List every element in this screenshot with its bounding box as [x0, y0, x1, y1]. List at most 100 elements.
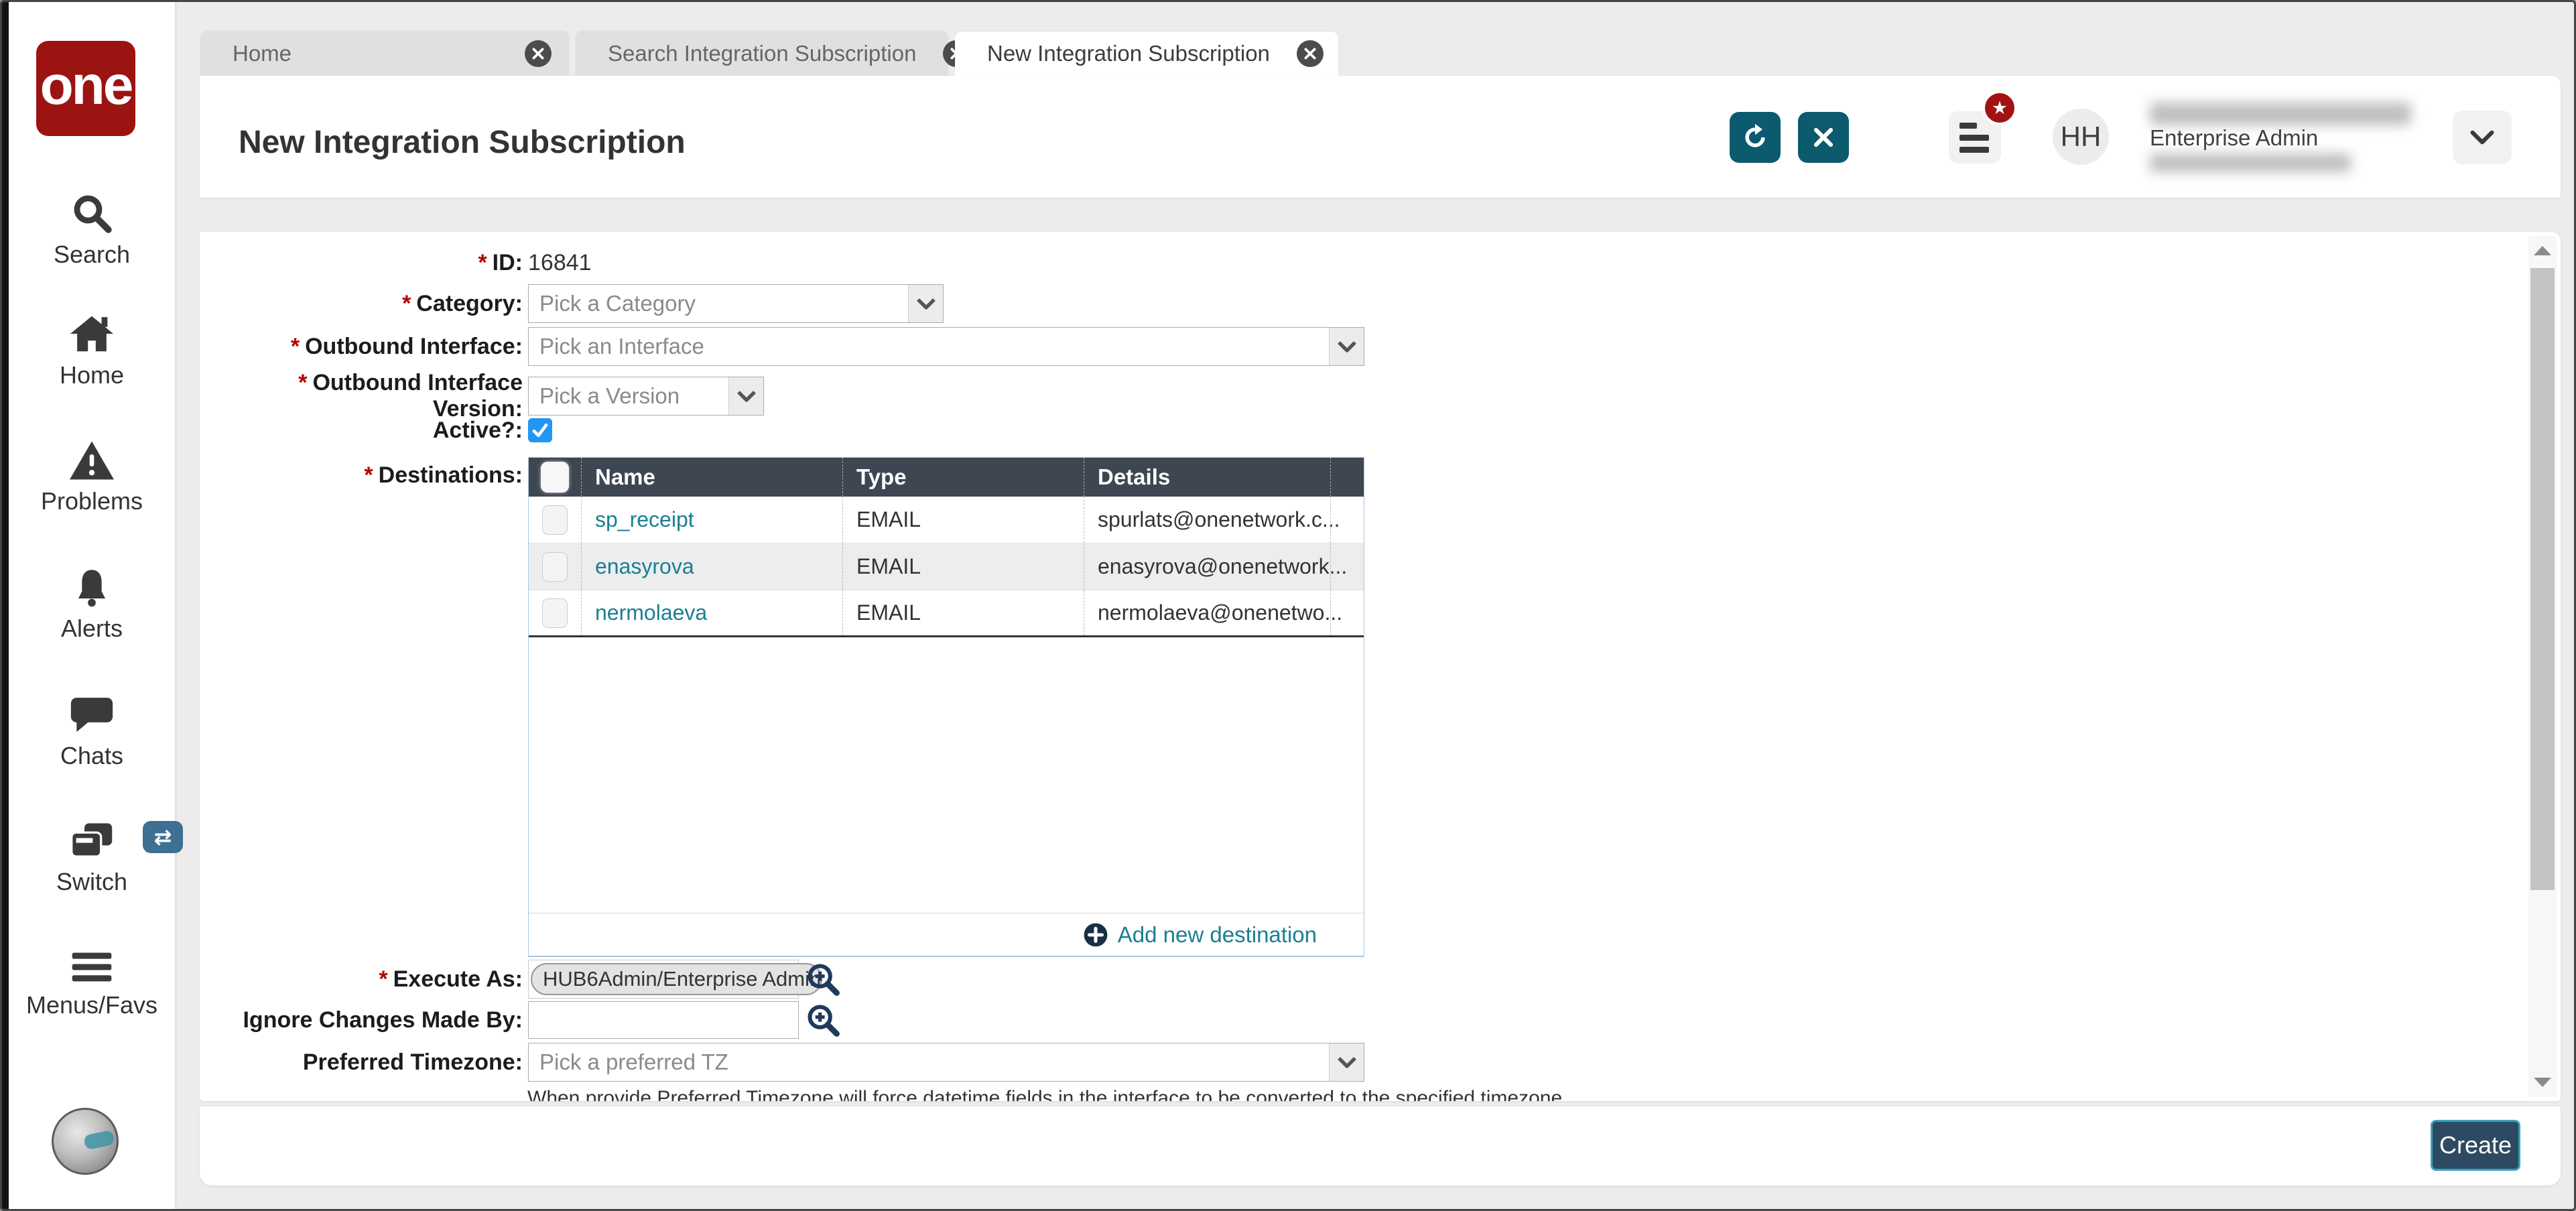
- tab-close-icon[interactable]: [525, 40, 552, 67]
- tab-label: New Integration Subscription: [987, 41, 1270, 66]
- scrollbar-thumb[interactable]: [2530, 268, 2555, 890]
- sidebar-item-label: Problems: [40, 487, 143, 515]
- destination-row[interactable]: enasyrova EMAIL enasyrova@onenetwork...: [529, 544, 1364, 590]
- form-row-outbound-interface: * Outbound Interface: Pick an Interface: [204, 327, 1364, 366]
- preferred-timezone-placeholder: Pick a preferred TZ: [539, 1049, 728, 1074]
- scroll-down-arrow[interactable]: [2528, 1070, 2557, 1094]
- id-value: 16841: [528, 249, 592, 275]
- menu-icon: [72, 952, 112, 982]
- sidebar-item-home[interactable]: Home: [9, 312, 175, 389]
- user-avatar[interactable]: HH: [2053, 109, 2109, 165]
- chevron-down-icon: [908, 285, 943, 322]
- execute-as-label: * Execute As:: [379, 966, 523, 992]
- active-label: Active?:: [432, 417, 523, 443]
- select-all-checkbox[interactable]: [541, 462, 569, 493]
- required-marker: *: [290, 333, 300, 359]
- sidebar: one Search Home Problems: [9, 2, 183, 1209]
- sidebar-item-menus-favs[interactable]: Menus/Favs: [9, 948, 175, 1019]
- refresh-button[interactable]: [1730, 112, 1781, 163]
- tab-home[interactable]: Home: [200, 31, 569, 76]
- profile-avatar[interactable]: [52, 1108, 119, 1175]
- destinations-label: * Destinations:: [364, 462, 523, 488]
- window-left-edge: [2, 2, 9, 1209]
- user-cluster: ★ HH Enterprise Admin: [1942, 76, 2561, 198]
- tab-label: Search Integration Subscription: [608, 41, 917, 66]
- row-checkbox[interactable]: [542, 552, 568, 582]
- execute-as-value: HUB6Admin/Enterprise Admin: [531, 963, 823, 995]
- user-name-redacted: [2150, 103, 2411, 125]
- destination-type: EMAIL: [842, 497, 1084, 543]
- form-row-category: * Category: Pick a Category: [204, 284, 944, 323]
- required-marker: *: [478, 249, 487, 275]
- preferred-timezone-select[interactable]: Pick a preferred TZ: [528, 1043, 1364, 1082]
- one-logo[interactable]: one: [36, 41, 135, 136]
- category-placeholder: Pick a Category: [539, 291, 696, 316]
- sidebar-item-problems[interactable]: Problems: [9, 439, 175, 515]
- destination-row[interactable]: nermolaeva EMAIL nermolaeva@onenetwo...: [529, 590, 1364, 637]
- row-checkbox[interactable]: [542, 598, 568, 628]
- ignore-changes-input[interactable]: [528, 1001, 799, 1039]
- form-row-destinations: * Destinations: Name Type Details sp_rece…: [204, 457, 1364, 957]
- execute-as-field[interactable]: HUB6Admin/Enterprise Admin: [528, 960, 823, 999]
- add-new-destination-link[interactable]: Add new destination: [1117, 921, 1317, 947]
- destination-name-link[interactable]: nermolaeva: [581, 590, 842, 635]
- form-row-preferred-timezone: Preferred Timezone: Pick a preferred TZ: [204, 1043, 1364, 1082]
- required-marker: *: [379, 966, 388, 992]
- destinations-table-header: Name Type Details: [529, 458, 1364, 497]
- outbound-interface-label: * Outbound Interface:: [290, 333, 523, 359]
- column-header-name[interactable]: Name: [581, 458, 842, 497]
- favorites-badge: ★: [1982, 90, 2017, 125]
- tab-close-icon[interactable]: [1296, 40, 1324, 67]
- scroll-up-arrow[interactable]: [2528, 239, 2557, 263]
- category-select[interactable]: Pick a Category: [528, 284, 944, 323]
- required-marker: *: [364, 462, 373, 488]
- outbound-interface-placeholder: Pick an Interface: [539, 334, 704, 359]
- tab-new-integration-subscription[interactable]: New Integration Subscription: [955, 31, 1338, 81]
- destination-name-link[interactable]: sp_receipt: [581, 497, 842, 543]
- tab-search-integration-subscription[interactable]: Search Integration Subscription: [576, 31, 970, 76]
- chevron-down-icon: [1329, 1043, 1364, 1081]
- page-title: New Integration Subscription: [239, 125, 686, 160]
- outbound-interface-select[interactable]: Pick an Interface: [528, 327, 1364, 366]
- warning-icon: [70, 441, 114, 480]
- user-dropdown-button[interactable]: [2453, 111, 2512, 164]
- create-button[interactable]: Create: [2431, 1120, 2520, 1171]
- lookup-magnifier-icon[interactable]: [806, 1003, 840, 1037]
- row-checkbox[interactable]: [542, 505, 568, 535]
- active-checkbox[interactable]: [528, 418, 552, 442]
- required-marker: *: [298, 370, 308, 395]
- check-icon: [532, 423, 548, 438]
- switch-badge-icon[interactable]: ⇄: [143, 821, 183, 853]
- form-row-id: * ID: 16841: [204, 247, 592, 279]
- destination-name-link[interactable]: enasyrova: [581, 544, 842, 590]
- destination-row[interactable]: sp_receipt EMAIL spurlats@onenetwork.c..…: [529, 497, 1364, 544]
- user-menu-button[interactable]: [1949, 111, 2001, 164]
- form-row-outbound-interface-version: * Outbound Interface Version: Pick a Vers…: [204, 370, 764, 422]
- destinations-table: Name Type Details sp_receipt EMAIL spurl…: [528, 457, 1364, 957]
- sidebar-item-switch[interactable]: Switch: [9, 821, 175, 896]
- preferred-timezone-label: Preferred Timezone:: [302, 1049, 523, 1075]
- form-scrollbar[interactable]: [2528, 236, 2557, 1097]
- sidebar-item-search[interactable]: Search: [9, 191, 175, 269]
- close-icon: [1813, 127, 1833, 147]
- sidebar-item-chats[interactable]: Chats: [9, 695, 175, 770]
- one-logo-text: one: [40, 55, 134, 116]
- sidebar-item-alerts[interactable]: Alerts: [9, 566, 175, 643]
- outbound-interface-version-select[interactable]: Pick a Version: [528, 377, 764, 416]
- destination-details: spurlats@onenetwork.c...: [1084, 497, 1340, 543]
- column-header-type[interactable]: Type: [842, 458, 1084, 497]
- column-header-details[interactable]: Details: [1084, 458, 1330, 497]
- tab-bar: Home Search Integration Subscription New…: [200, 31, 1338, 81]
- sidebar-item-label: Chats: [60, 742, 124, 769]
- form-row-active: Active?:: [204, 414, 552, 446]
- destination-details: nermolaeva@onenetwo...: [1084, 590, 1342, 635]
- destination-type: EMAIL: [842, 544, 1084, 590]
- close-page-button[interactable]: [1798, 112, 1849, 163]
- sidebar-item-label: Menus/Favs: [25, 991, 158, 1019]
- form-row-execute-as: * Execute As: HUB6Admin/Enterprise Admin: [204, 960, 840, 999]
- sidebar-item-label: Home: [59, 361, 125, 389]
- chevron-down-icon: [728, 377, 763, 415]
- lookup-magnifier-icon[interactable]: [806, 962, 840, 997]
- add-circle-icon[interactable]: [1083, 922, 1108, 948]
- category-label: * Category:: [402, 290, 523, 316]
